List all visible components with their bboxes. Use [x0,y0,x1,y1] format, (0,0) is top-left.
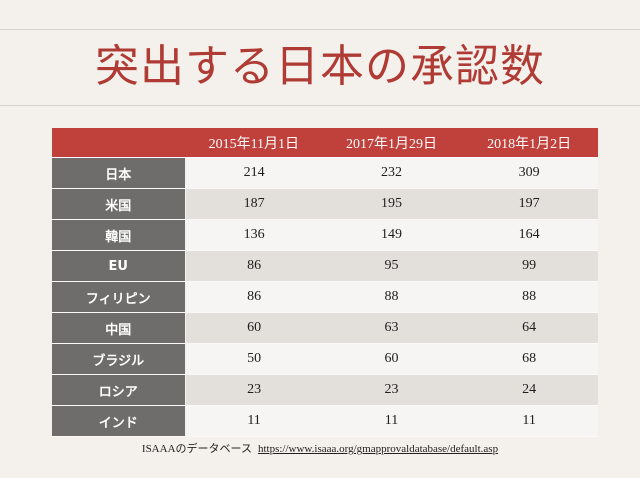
row-label: インド [52,405,186,437]
table-cell: 11 [460,405,598,437]
table-row: ロシア 23 23 24 [52,374,598,406]
table-cell: 86 [185,281,323,313]
table-cell: 232 [322,157,461,189]
slide-title: 突出する日本の承認数 [95,41,545,92]
title-divider [0,105,640,106]
table-cell: 11 [185,405,323,437]
row-label: 日本 [52,157,186,189]
table-header-row: 2015年11月1日 2017年1月29日 2018年1月2日 [52,128,598,158]
table-cell: 23 [185,374,323,406]
table-cell: 60 [322,343,461,375]
table-cell: 195 [322,188,461,220]
table-cell: 99 [460,250,598,282]
table-cell: 214 [185,157,323,189]
row-label: 韓国 [52,219,186,251]
row-label: ロシア [52,374,186,406]
row-label: フィリピン [52,281,186,313]
table-row: フィリピン 86 88 88 [52,281,598,313]
column-header: 2017年1月29日 [322,128,461,158]
table-cell: 86 [185,250,323,282]
top-divider [0,29,640,30]
table-row: 韓国 136 149 164 [52,219,598,251]
table-cell: 24 [460,374,598,406]
source-label: ISAAAのデータベース [141,443,252,455]
table-cell: 95 [322,250,461,282]
column-header: 2018年1月2日 [460,128,598,158]
row-label: 中国 [52,312,186,344]
table-row: ブラジル 50 60 68 [52,343,598,375]
table-row: 日本 214 232 309 [52,157,598,189]
table-cell: 197 [460,188,598,220]
table-cell: 88 [322,281,461,313]
table-cell: 64 [460,312,598,344]
column-header: 2015年11月1日 [185,128,323,158]
source-note: ISAAAのデータベース https://www.isaaa.org/gmappr… [0,440,640,456]
table-cell: 63 [322,312,461,344]
table-row: 米国 187 195 197 [52,188,598,220]
table-cell: 309 [460,157,598,189]
row-label: EU [52,250,186,282]
table-cell: 149 [322,219,461,251]
approvals-table: 2015年11月1日 2017年1月29日 2018年1月2日 日本 214 2… [52,128,598,437]
table-cell: 136 [185,219,323,251]
table-cell: 187 [185,188,323,220]
table-cell: 11 [322,405,461,437]
table-row: 中国 60 63 64 [52,312,598,344]
table-cell: 88 [460,281,598,313]
table-row: インド 11 11 11 [52,405,598,437]
source-link[interactable]: https://www.isaaa.org/gmapprovaldatabase… [257,443,499,455]
table-cell: 60 [185,312,323,344]
table-cell: 23 [322,374,461,406]
table-cell: 50 [185,343,323,375]
row-label: ブラジル [52,343,186,375]
table-cell: 68 [460,343,598,375]
row-label: 米国 [52,188,186,220]
table-cell: 164 [460,219,598,251]
table-row: EU 86 95 99 [52,250,598,282]
header-corner-cell [52,128,185,158]
